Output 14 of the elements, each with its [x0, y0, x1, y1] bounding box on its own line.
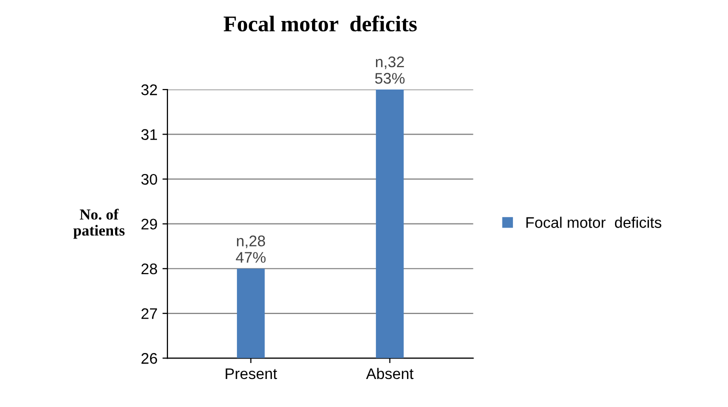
y-tick-label: 31 [141, 129, 157, 140]
x-tick-label: Absent [366, 368, 414, 380]
data-label: n,32 53% [375, 56, 405, 84]
y-tick-label: 27 [141, 308, 157, 319]
x-tick-label: Present [226, 368, 278, 380]
y-axis-title: No. of patients [73, 208, 125, 239]
y-tick-label: 29 [141, 218, 157, 230]
y-tick-label: 26 [141, 353, 158, 364]
y-tick-label: 32 [141, 84, 157, 96]
chart-title: Focal motor deficits [224, 16, 417, 32]
legend-label: Focal motor deficits [526, 216, 662, 228]
y-tick-label: 28 [141, 263, 158, 274]
data-label: n,28 47% [236, 236, 266, 263]
y-tick-label: 30 [141, 174, 158, 185]
